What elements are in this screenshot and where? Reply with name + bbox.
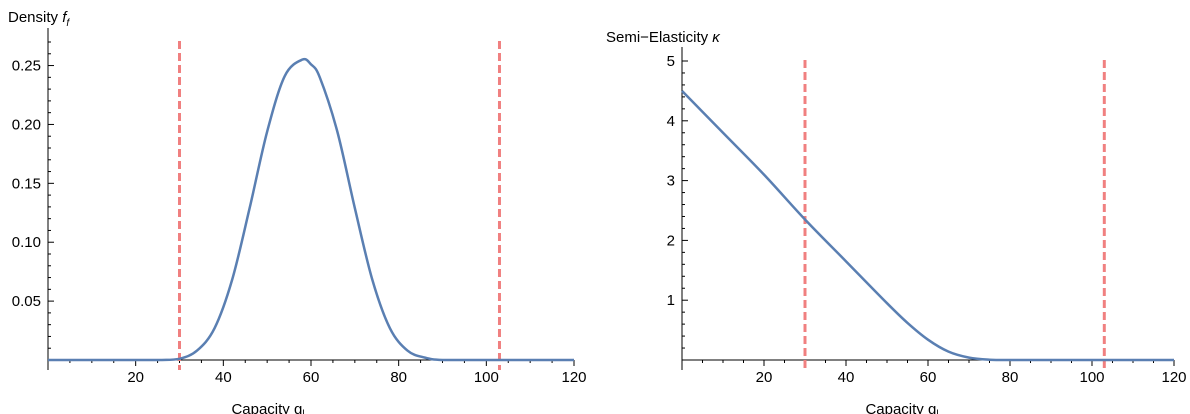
density-y-tick-label: 0.10 bbox=[12, 234, 41, 251]
density-x-tick-label: 80 bbox=[390, 369, 407, 386]
density-x-tick-label: 120 bbox=[561, 369, 586, 386]
density-x-axis-title: Capacity ql bbox=[231, 401, 304, 414]
elasticity-x-tick-label: 120 bbox=[1161, 369, 1186, 386]
elasticity-y-axis-title: Semi−Elasticity κ bbox=[606, 29, 721, 46]
elasticity-x-tick-label: 20 bbox=[756, 369, 773, 386]
density-x-tick-label: 40 bbox=[215, 369, 232, 386]
elasticity-x-tick-label: 60 bbox=[920, 369, 937, 386]
density-y-tick-label: 0.20 bbox=[12, 116, 41, 133]
elasticity-series-line bbox=[681, 90, 1174, 362]
density-x-tick-label: 100 bbox=[474, 369, 499, 386]
elasticity-x-axis-title: Capacity ql bbox=[865, 401, 938, 414]
elasticity-x-tick-label: 80 bbox=[1002, 369, 1019, 386]
elasticity-y-tick-label: 3 bbox=[667, 173, 675, 190]
density-y-tick-label: 0.25 bbox=[12, 58, 41, 75]
elasticity-x-tick-label: 40 bbox=[838, 369, 855, 386]
elasticity-y-tick-label: 1 bbox=[667, 292, 675, 309]
density-chart: Density ff Capacity ql 20 40 60 80 100 120 0.0… bbox=[8, 9, 587, 414]
elasticity-y-tick-label: 2 bbox=[667, 232, 675, 249]
density-y-tick-label: 0.05 bbox=[12, 293, 41, 310]
elasticity-x-tick-label: 100 bbox=[1079, 369, 1104, 386]
semi-elasticity-chart: Semi−Elasticity κ Capacity ql 20 40 60 80 10… bbox=[606, 29, 1187, 414]
elasticity-y-tick-label: 5 bbox=[667, 53, 675, 70]
density-x-tick-label: 60 bbox=[303, 369, 320, 386]
density-y-axis-title: Density ff bbox=[8, 9, 70, 29]
elasticity-y-tick-label: 4 bbox=[667, 113, 675, 130]
density-x-tick-label: 20 bbox=[127, 369, 144, 386]
density-series-line bbox=[48, 57, 574, 362]
density-y-tick-label: 0.15 bbox=[12, 175, 41, 192]
